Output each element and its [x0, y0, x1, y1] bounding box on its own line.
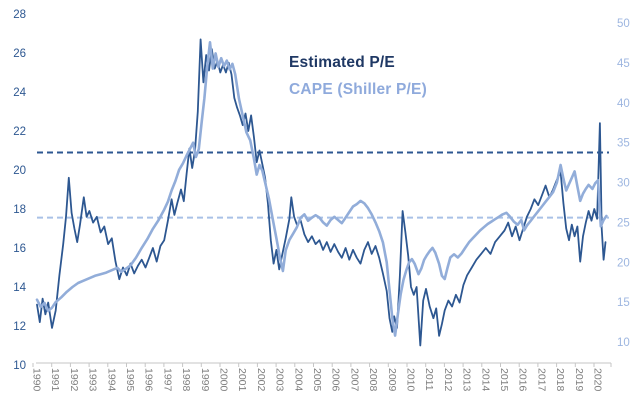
legend-cape-shiller-pe: CAPE (Shiller P/E)	[289, 81, 427, 98]
x-axis-year-labels: 1990 1991 1992 1993 1994 1995 1996 1997 1998 1999…	[31, 368, 604, 392]
svg-text:2011: 2011	[423, 368, 435, 391]
svg-text:2015: 2015	[498, 368, 510, 392]
svg-text:2002: 2002	[255, 368, 267, 392]
estimated-pe-line	[36, 38, 607, 347]
svg-text:20: 20	[13, 165, 26, 177]
svg-text:45: 45	[617, 58, 630, 70]
svg-text:2004: 2004	[292, 368, 304, 392]
svg-text:2008: 2008	[367, 368, 379, 392]
svg-text:1991: 1991	[49, 368, 61, 392]
svg-text:16: 16	[13, 243, 26, 255]
svg-text:2003: 2003	[274, 368, 286, 392]
svg-text:1990: 1990	[31, 368, 43, 392]
svg-text:2009: 2009	[386, 368, 398, 392]
svg-text:1998: 1998	[180, 368, 192, 392]
svg-text:26: 26	[13, 48, 26, 60]
svg-text:2000: 2000	[218, 368, 230, 392]
svg-text:2019: 2019	[573, 368, 585, 392]
cape-line	[35, 40, 608, 337]
svg-text:10: 10	[13, 360, 26, 372]
svg-text:35: 35	[617, 138, 630, 150]
svg-text:1997: 1997	[161, 368, 173, 392]
svg-text:1996: 1996	[143, 368, 155, 392]
svg-text:40: 40	[617, 98, 630, 110]
svg-text:2001: 2001	[236, 368, 248, 392]
svg-text:2013: 2013	[461, 368, 473, 392]
svg-text:2018: 2018	[554, 368, 566, 392]
svg-text:2005: 2005	[311, 368, 323, 392]
svg-text:2010: 2010	[405, 368, 417, 392]
series-lines	[35, 38, 608, 347]
average-reference-lines	[37, 151, 609, 219]
svg-text:2007: 2007	[348, 368, 360, 392]
left-axis-labels: 10 12 14 16 18 20 22 24 26 28	[13, 9, 26, 372]
right-axis-labels: 10 15 20 25 30 35 40 45 50	[617, 18, 630, 349]
svg-text:24: 24	[13, 87, 26, 99]
svg-text:30: 30	[617, 178, 630, 190]
svg-text:20: 20	[617, 257, 630, 269]
svg-text:2006: 2006	[330, 368, 342, 392]
svg-text:1993: 1993	[87, 368, 99, 392]
svg-text:12: 12	[13, 321, 26, 333]
svg-text:50: 50	[617, 18, 630, 30]
svg-text:1995: 1995	[124, 368, 136, 392]
svg-text:2012: 2012	[442, 368, 454, 392]
legend-estimated-pe: Estimated P/E	[289, 54, 395, 71]
svg-text:25: 25	[617, 217, 630, 229]
svg-text:2017: 2017	[535, 368, 547, 392]
svg-text:28: 28	[13, 9, 26, 21]
svg-text:2016: 2016	[517, 368, 529, 392]
x-axis	[32, 362, 612, 367]
svg-text:14: 14	[13, 282, 26, 294]
svg-text:2020: 2020	[592, 368, 604, 392]
svg-text:18: 18	[13, 204, 26, 216]
svg-text:1994: 1994	[105, 368, 117, 392]
svg-text:1992: 1992	[68, 368, 80, 392]
svg-text:2014: 2014	[479, 368, 491, 392]
svg-text:15: 15	[617, 297, 630, 309]
svg-text:10: 10	[617, 337, 630, 349]
svg-text:22: 22	[13, 126, 26, 138]
svg-text:1999: 1999	[199, 368, 211, 392]
